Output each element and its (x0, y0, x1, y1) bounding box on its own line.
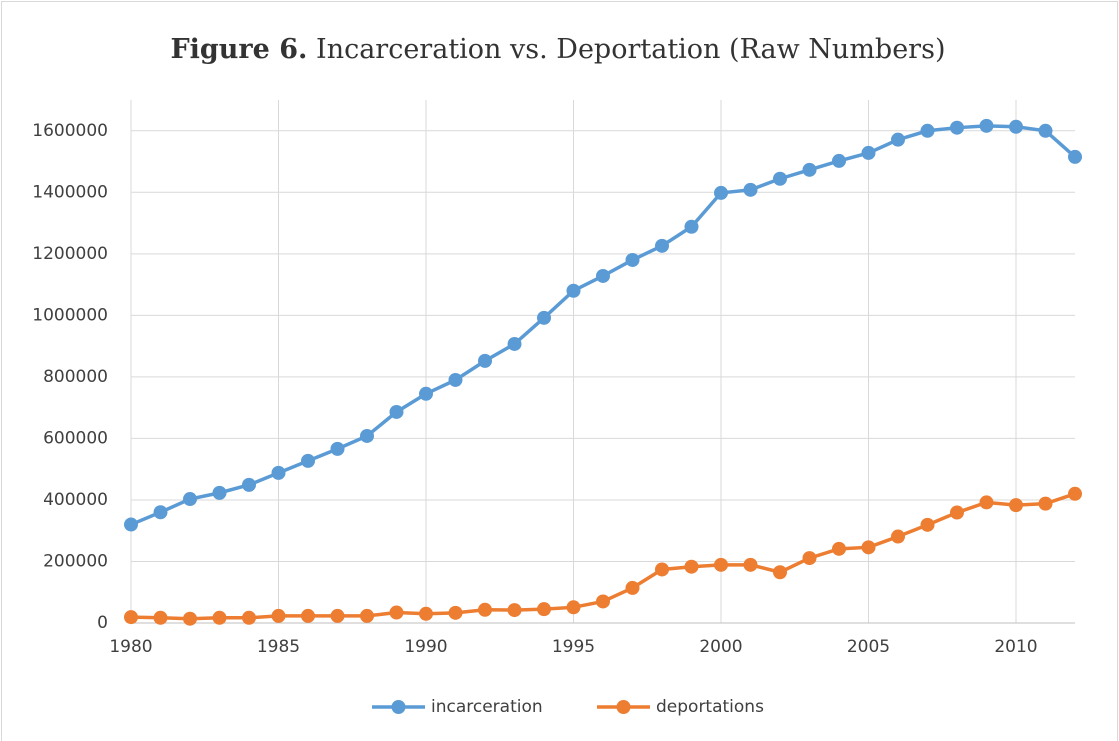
data-point (950, 120, 964, 135)
data-point (124, 610, 138, 625)
data-point (684, 559, 699, 574)
data-point (1068, 486, 1082, 501)
data-point (478, 353, 492, 368)
legend-marker (391, 700, 406, 714)
data-point (891, 529, 905, 544)
data-point (920, 517, 935, 532)
data-point (507, 336, 522, 351)
data-point (330, 608, 345, 623)
data-point (714, 185, 728, 200)
y-tick-label: 1400000 (32, 182, 108, 202)
data-point (566, 283, 581, 298)
data-point (1038, 496, 1053, 511)
data-point (212, 610, 227, 625)
data-point (242, 477, 256, 492)
data-point (625, 580, 640, 595)
data-point (271, 608, 286, 623)
data-point (979, 495, 994, 510)
data-point (153, 505, 168, 520)
x-tick-label: 1980 (109, 637, 152, 657)
data-point (566, 600, 581, 615)
data-point (301, 453, 315, 468)
x-tick-label: 2010 (994, 637, 1037, 657)
data-point (242, 610, 256, 625)
data-point (153, 610, 168, 625)
data-point (330, 441, 345, 456)
x-tick-label: 1990 (404, 637, 447, 657)
data-point (448, 605, 463, 620)
y-tick-label: 800000 (43, 367, 108, 387)
data-point (478, 602, 492, 617)
data-point (773, 171, 787, 186)
data-point (596, 268, 610, 283)
data-point (743, 182, 758, 197)
title-label: Figure 6. (171, 34, 308, 65)
y-tick-label: 200000 (43, 551, 108, 571)
data-point (655, 562, 669, 577)
data-point (419, 606, 433, 621)
data-point (684, 219, 699, 234)
y-tick-label: 0 (97, 613, 108, 633)
y-tick-label: 1200000 (32, 244, 108, 264)
data-point (802, 551, 817, 566)
x-tick-label: 1995 (552, 637, 595, 657)
data-point (802, 162, 817, 177)
data-point (714, 557, 728, 572)
data-point (360, 608, 374, 623)
data-point (389, 605, 404, 620)
y-tick-label: 1000000 (32, 305, 108, 325)
x-tick-label: 2000 (699, 637, 742, 657)
data-point (212, 485, 227, 500)
data-point (861, 145, 876, 160)
data-point (891, 132, 905, 147)
data-point (832, 153, 846, 168)
y-tick-label: 400000 (43, 490, 108, 510)
data-point (596, 594, 610, 609)
data-point (301, 608, 315, 623)
data-point (389, 404, 404, 419)
x-tick-label: 1985 (257, 637, 300, 657)
data-point (419, 386, 433, 401)
data-point (537, 310, 551, 325)
data-point (1009, 498, 1023, 513)
chart-title: Figure 6. Incarceration vs. Deportation … (171, 34, 946, 65)
data-point (832, 541, 846, 556)
data-point (743, 557, 758, 572)
x-tick-label: 2005 (847, 637, 890, 657)
data-point (920, 123, 935, 138)
data-point (625, 252, 640, 267)
data-point (183, 492, 197, 507)
legend-marker (616, 700, 631, 714)
data-point (861, 540, 876, 555)
data-point (537, 602, 551, 617)
data-point (124, 517, 138, 532)
data-point (1068, 149, 1082, 164)
legend-label: deportations (656, 697, 764, 717)
data-point (271, 465, 286, 480)
data-point (979, 118, 994, 133)
legend-label: incarceration (431, 697, 543, 717)
y-tick-label: 1600000 (32, 121, 108, 141)
title-text: Incarceration vs. Deportation (Raw Numbe… (316, 34, 945, 65)
data-point (1038, 123, 1053, 138)
data-point (655, 238, 669, 253)
data-point (507, 603, 522, 618)
data-point (183, 611, 197, 626)
data-point (950, 505, 964, 520)
data-point (448, 372, 463, 387)
y-tick-label: 600000 (43, 428, 108, 448)
data-point (360, 428, 374, 443)
data-point (773, 565, 787, 580)
data-point (1009, 119, 1023, 134)
